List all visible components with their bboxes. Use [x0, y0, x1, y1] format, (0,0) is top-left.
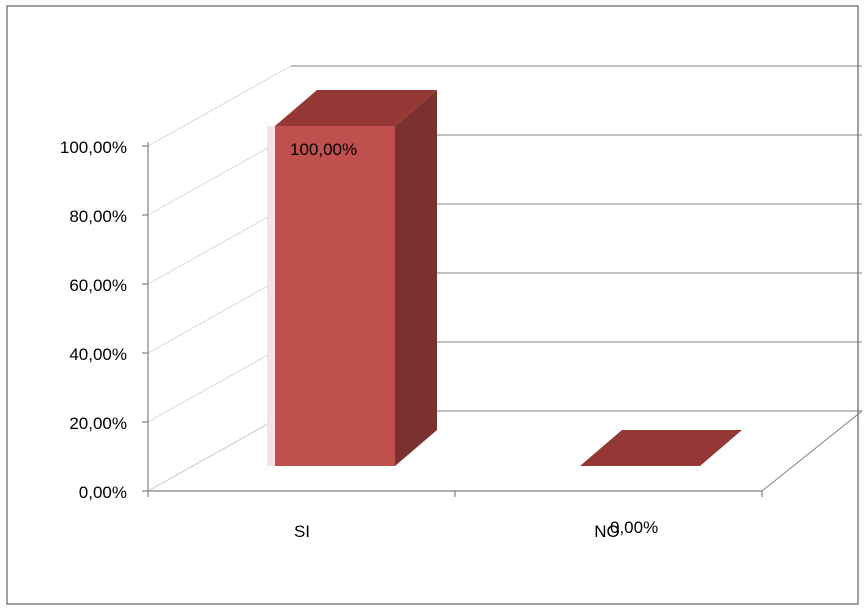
y-tick-label-20: 20,00% [69, 414, 127, 433]
axes [147, 142, 763, 497]
bar-no-top [580, 430, 742, 466]
side-wall-gridline-100 [147, 65, 292, 147]
y-tick-label-0: 0,00% [79, 483, 127, 502]
bar-si-top [275, 90, 437, 126]
bar-si-front [275, 126, 395, 466]
y-axis-ticks [142, 145, 148, 492]
x-category-label-no: NO [594, 522, 620, 541]
y-tick-label-100: 100,00% [60, 138, 127, 157]
bar-si-side [395, 90, 437, 466]
x-category-label-si: SI [294, 522, 310, 541]
bars [267, 90, 742, 466]
data-label-no: 0,00% [610, 518, 658, 537]
y-tick-label-60: 60,00% [69, 276, 127, 295]
y-tick-label-40: 40,00% [69, 345, 127, 364]
data-label-si: 100,00% [290, 140, 357, 159]
y-tick-label-80: 80,00% [69, 207, 127, 226]
